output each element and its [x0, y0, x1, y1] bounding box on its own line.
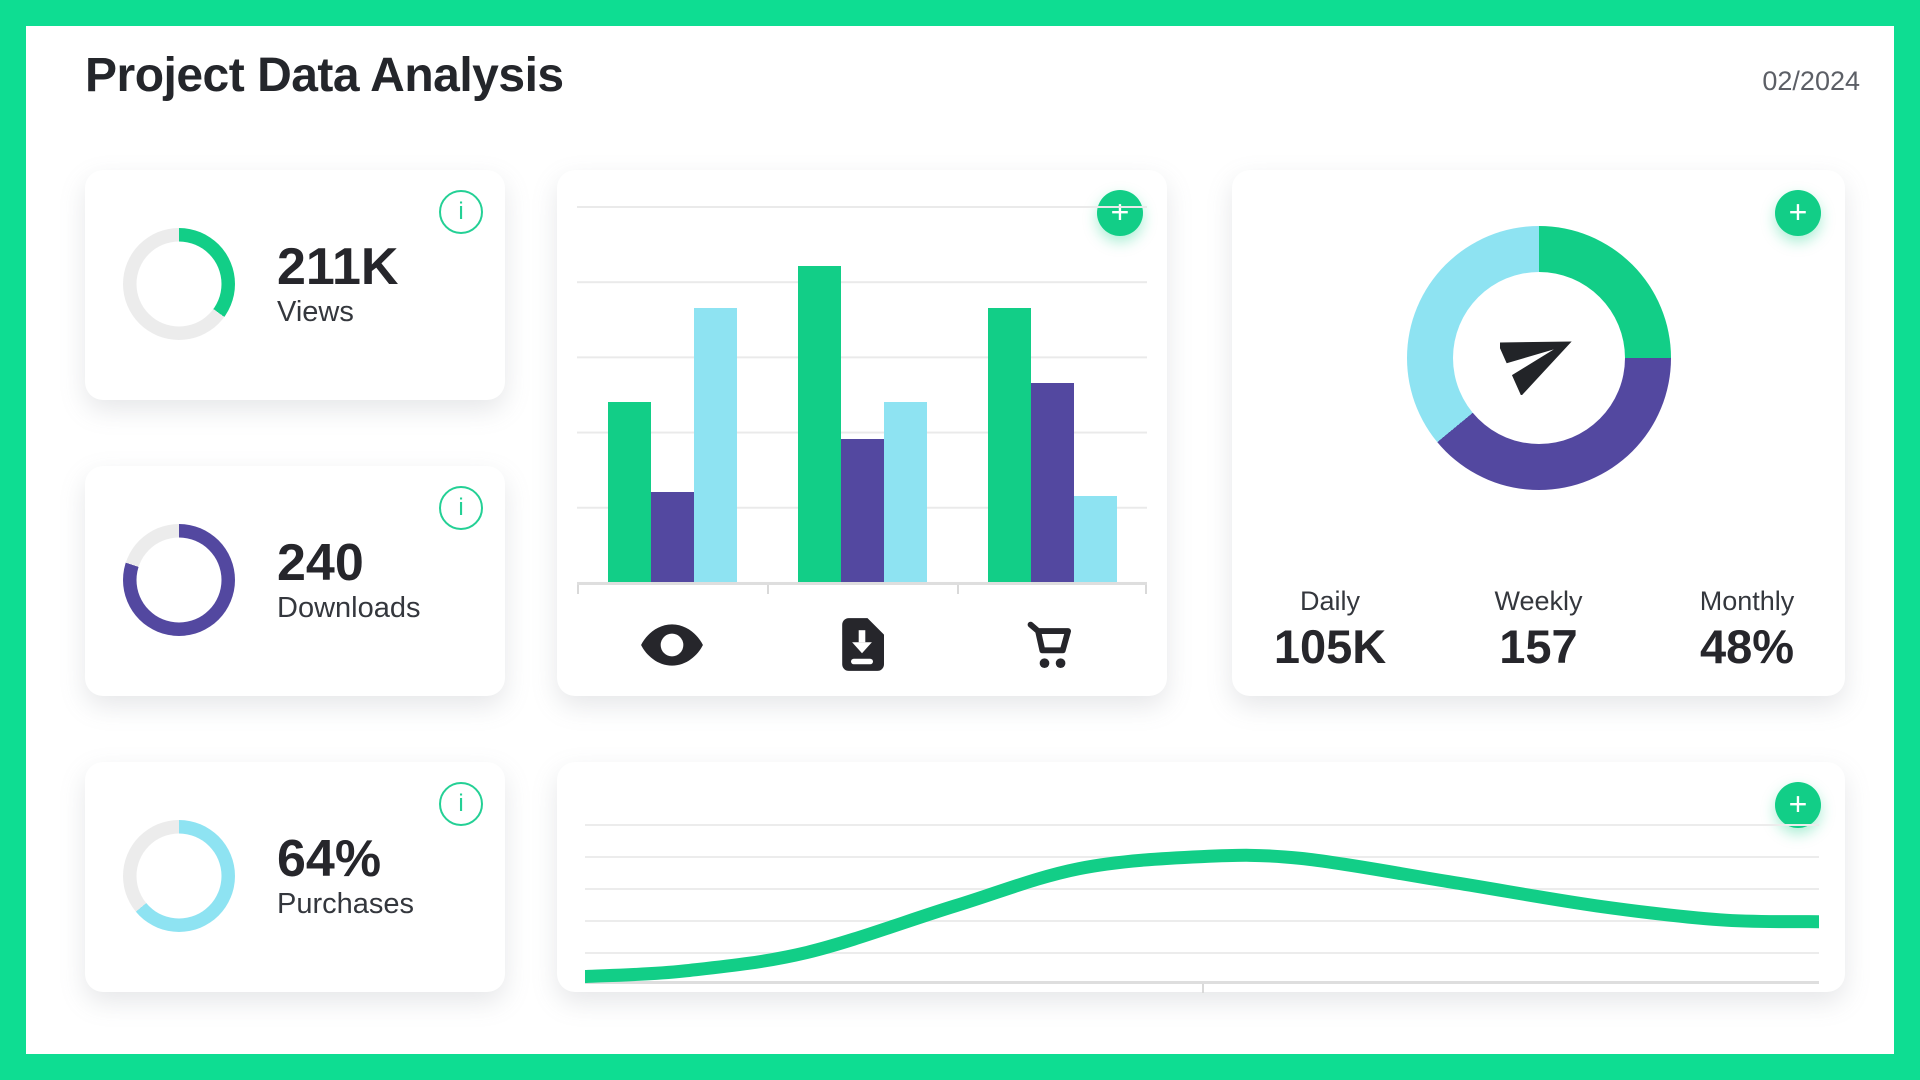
downloads-donut-chart: [123, 524, 235, 636]
bar-green-purchases: [987, 307, 1031, 582]
bar-purple-downloads: [840, 439, 884, 582]
bar-chart-plot: [577, 206, 1147, 594]
page-title: Project Data Analysis: [85, 49, 564, 102]
donut-stats-row: Daily 105K Weekly 157 Monthly 48%: [1270, 586, 1807, 673]
monthly-label: Monthly: [1699, 586, 1795, 616]
donut-chart-card: + Daily 105K Weekly 157: [1232, 170, 1845, 696]
donut-chart-add-button[interactable]: +: [1775, 190, 1821, 236]
bar-chart-card: +: [557, 170, 1167, 696]
views-value: 211K: [277, 238, 399, 297]
bar-axis-tick: [1145, 585, 1147, 594]
bar-axis-tick: [577, 585, 579, 594]
line-chart-card: +: [557, 762, 1845, 993]
views-label: Views: [277, 296, 354, 329]
bar-axis-tick: [956, 585, 959, 594]
trend-line: [585, 848, 1819, 984]
date-label: 02/2024: [1762, 66, 1860, 96]
downloads-stat-card: i 240 Downloads: [85, 466, 505, 696]
weekly-stat: Weekly 157: [1479, 586, 1599, 673]
bar-axis-tick: [766, 585, 769, 594]
bar-group-downloads: [767, 206, 957, 582]
bar-green-downloads: [797, 266, 841, 582]
share-donut-chart: [1406, 226, 1671, 490]
bar-group-views: [577, 206, 767, 582]
bar-purple-views: [650, 491, 694, 582]
download-icon: [767, 618, 957, 671]
downloads-label: Downloads: [277, 592, 421, 625]
bar-green-views: [607, 401, 651, 582]
share-donut-hole: [1452, 272, 1625, 444]
cart-icon: [957, 618, 1147, 671]
daily-stat: Daily 105K: [1270, 586, 1390, 673]
views-donut-hole: [136, 241, 222, 327]
purchases-info-button[interactable]: i: [439, 782, 483, 826]
weekly-value: 157: [1499, 620, 1578, 673]
downloads-value: 240: [277, 534, 364, 593]
paper-plane-icon: [1496, 317, 1578, 400]
eye-icon: [577, 618, 767, 671]
bar-groups: [577, 206, 1147, 582]
line-axis-tick: [1202, 984, 1204, 993]
daily-value: 105K: [1273, 620, 1387, 673]
monthly-stat: Monthly 48%: [1687, 586, 1807, 673]
downloads-donut-hole: [136, 537, 222, 623]
views-donut-chart: [123, 228, 235, 340]
bar-cyan-purchases: [1073, 495, 1117, 582]
line-curve-svg: [585, 848, 1819, 984]
line-chart-plot: [585, 762, 1819, 993]
bar-purple-purchases: [1030, 382, 1074, 582]
purchases-stat-card: i 64% Purchases: [85, 762, 505, 992]
purchases-donut-hole: [136, 833, 222, 919]
views-stat-card: i 211K Views: [85, 170, 505, 400]
bar-axis-icons: [577, 618, 1147, 671]
line-chart-add-button[interactable]: +: [1775, 782, 1821, 828]
bar-group-purchases: [957, 206, 1147, 582]
purchases-value: 64%: [277, 830, 382, 889]
views-info-button[interactable]: i: [439, 190, 483, 234]
bar-cyan-views: [693, 307, 737, 582]
monthly-value: 48%: [1699, 620, 1795, 673]
purchases-label: Purchases: [277, 888, 415, 921]
purchases-donut-chart: [123, 820, 235, 932]
daily-label: Daily: [1299, 586, 1360, 616]
weekly-label: Weekly: [1494, 586, 1583, 616]
downloads-info-button[interactable]: i: [439, 486, 483, 530]
bar-cyan-downloads: [883, 401, 927, 582]
